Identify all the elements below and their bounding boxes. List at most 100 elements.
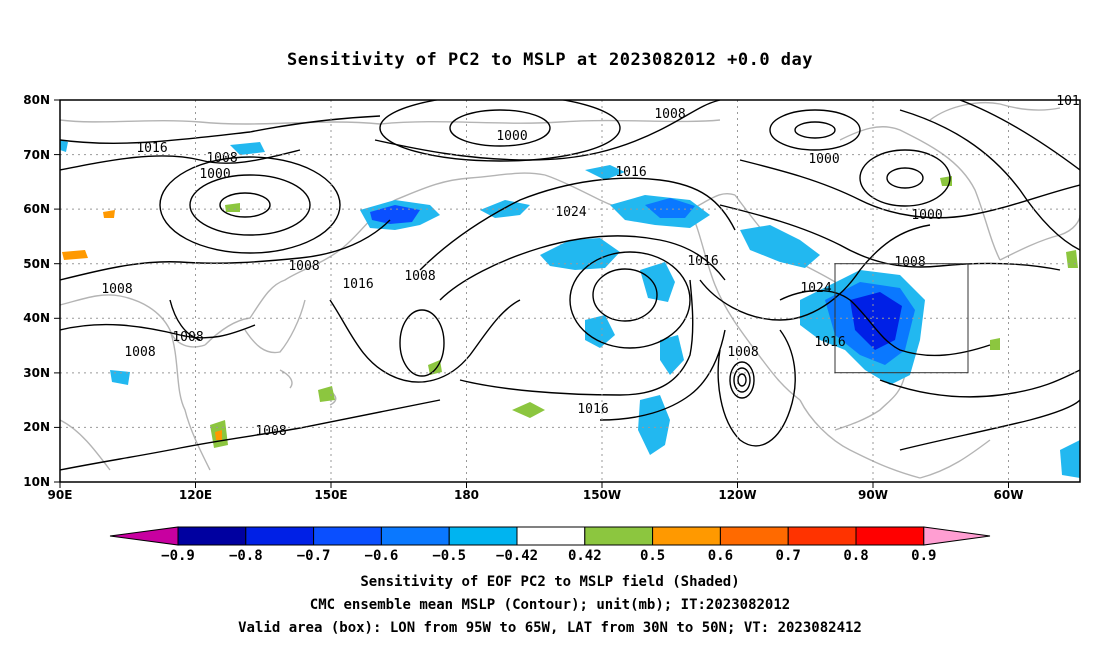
positive-shading-patch: [1066, 250, 1078, 268]
colorbar-segment: [652, 526, 721, 546]
negative-shading-patch: [60, 140, 68, 152]
negative-shading-patch: [585, 315, 615, 348]
contour-label: 1008: [727, 345, 758, 360]
map-frame: [59, 99, 1081, 483]
lon-label: 120E: [179, 488, 212, 502]
lat-label: 30N: [23, 366, 50, 380]
colorbar-label: −0.5: [432, 548, 466, 564]
axis-ticks: [54, 99, 1009, 488]
contour-label: 1008: [894, 255, 925, 270]
caption-shading: Sensitivity of EOF PC2 to MSLP field (Sh…: [360, 574, 740, 590]
positive-shading-patch: [318, 386, 335, 402]
colorbar-max-triangle: [923, 526, 991, 546]
lon-label: 60W: [994, 488, 1024, 502]
colorbar-label: 0.7: [776, 548, 801, 564]
colorbar-segment: [855, 526, 925, 546]
valid-area-box: [834, 263, 969, 374]
contour-label: 1008: [288, 259, 319, 274]
colorbar-label: 0.5: [640, 548, 665, 564]
gridlines: [60, 100, 1080, 482]
caption-valid-area: Valid area (box): LON from 95W to 65W, L…: [238, 620, 862, 636]
colorbar-label: −0.9: [161, 548, 195, 564]
negative-shading-patch: [638, 395, 670, 455]
colorbar-label: −0.6: [365, 548, 399, 564]
contour-label: 1016: [136, 141, 167, 156]
negative-shading-patch: [540, 238, 620, 270]
negative-shading-patch: [850, 292, 902, 350]
map-title: Sensitivity of PC2 to MSLP at 2023082012…: [286, 50, 813, 70]
negative-shading-patch: [585, 165, 625, 180]
colorbar-segment: [787, 526, 857, 546]
colorbar-label: 0.42: [568, 548, 602, 564]
colorbar-segment: [719, 526, 789, 546]
contour-label: 1008: [172, 330, 203, 345]
colorbar: [109, 526, 991, 546]
lat-label: 40N: [23, 311, 50, 325]
lon-label: 120W: [718, 488, 756, 502]
negative-shading-patch: [110, 370, 130, 385]
contour-label: 1016: [615, 165, 646, 180]
contour-label: 101: [1056, 94, 1079, 109]
strong-positive-shading-patch: [62, 250, 88, 260]
lat-label: 20N: [23, 420, 50, 434]
contour-label: 1000: [911, 208, 942, 223]
contour-label: 1000: [199, 167, 230, 182]
colorbar-labels: −0.9 −0.8 −0.7 −0.6 −0.5 −0.42 0.42 0.5 …: [161, 548, 936, 564]
lat-label: 10N: [23, 475, 50, 489]
lat-label: 80N: [23, 93, 50, 107]
lon-label: 180: [454, 488, 479, 502]
contour-label: 1024: [555, 205, 586, 220]
colorbar-segment: [313, 526, 382, 546]
contour-label: 1008: [206, 151, 237, 166]
colorbar-label: −0.8: [229, 548, 263, 564]
lon-label: 150W: [583, 488, 621, 502]
colorbar-label: 0.6: [708, 548, 733, 564]
lon-label: 90E: [48, 488, 73, 502]
contour-label: 1008: [101, 282, 132, 297]
positive-shading-patch: [225, 203, 240, 212]
colorbar-label: −0.7: [297, 548, 331, 564]
contour-labels: 1016 1008 1000 1008 1008 1016 1008 1008 …: [101, 94, 1079, 439]
lat-label: 60N: [23, 202, 50, 216]
negative-shading-patch: [645, 198, 695, 218]
colorbar-segment: [380, 526, 450, 546]
colorbar-segment: [245, 526, 315, 546]
lon-label: 90W: [858, 488, 888, 502]
contour-label: 1008: [255, 424, 286, 439]
negative-shading-patch: [740, 225, 820, 268]
longitude-labels: 90E 120E 150E 180 150W 120W 90W 60W: [48, 488, 1024, 502]
colorbar-label: 0.9: [911, 548, 936, 564]
lat-label: 70N: [23, 148, 50, 162]
colorbar-label: −0.42: [496, 548, 538, 564]
strong-positive-shading-patch: [103, 210, 115, 218]
strong-positive-shading-patch: [215, 430, 222, 440]
mslp-contours: [60, 100, 1080, 471]
contour-label: 1016: [687, 254, 718, 269]
lon-label: 150E: [314, 488, 347, 502]
negative-shading-patch: [660, 335, 684, 375]
negative-shading-patch: [370, 205, 420, 224]
contour-label: 1016: [577, 402, 608, 417]
positive-shading-patch: [512, 402, 545, 418]
negative-shading-patch: [1060, 440, 1080, 478]
contour-label: 1000: [496, 129, 527, 144]
contour-label: 1024: [800, 281, 831, 296]
colorbar-segment: [448, 526, 518, 546]
contour-label: 1008: [404, 269, 435, 284]
colorbar-segment: [177, 526, 247, 546]
sensitivity-shading: [60, 140, 1080, 478]
caption-contour: CMC ensemble mean MSLP (Contour); unit(m…: [309, 597, 791, 613]
lat-label: 50N: [23, 257, 50, 271]
colorbar-min-triangle: [109, 526, 179, 546]
positive-shading-patch: [990, 338, 1000, 350]
latitude-labels: 80N 70N 60N 50N 40N 30N 20N 10N: [23, 93, 50, 489]
colorbar-segment: [584, 526, 654, 546]
negative-shading-patch: [230, 142, 265, 155]
negative-shading-patch: [640, 262, 675, 302]
contour-label: 1016: [342, 277, 373, 292]
contour-label: 1016: [814, 335, 845, 350]
contour-label: 1000: [808, 152, 839, 167]
contour-label: 1008: [124, 345, 155, 360]
contour-label: 1008: [654, 107, 685, 122]
